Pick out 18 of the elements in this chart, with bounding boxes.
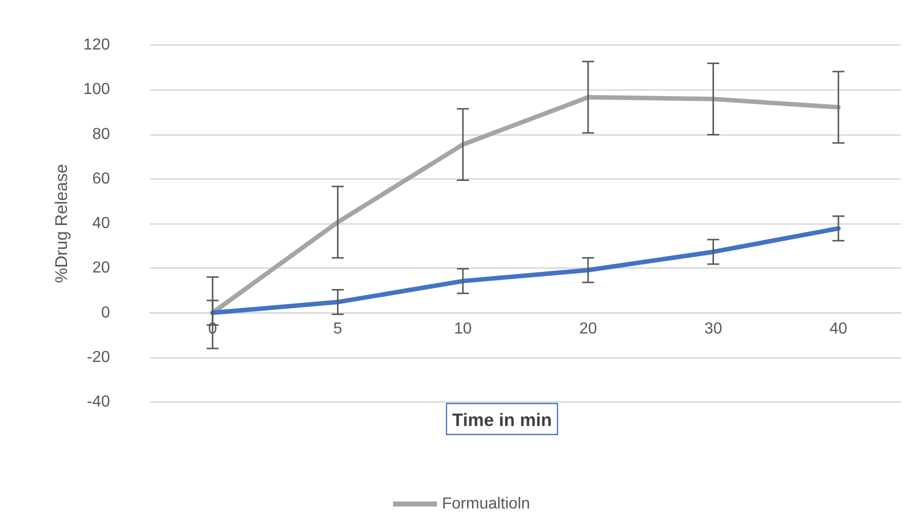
line-series xyxy=(210,226,841,315)
x-tick-label: 30 xyxy=(704,320,722,338)
x-tick-label: 10 xyxy=(454,320,472,338)
y-axis-title: %Drug Release xyxy=(52,164,71,284)
y-tick-label: 80 xyxy=(92,126,110,143)
y-tick-label: 40 xyxy=(92,215,110,232)
y-tick-label: 100 xyxy=(83,81,110,98)
x-tick-label: 5 xyxy=(333,320,342,338)
y-tick-label: 20 xyxy=(92,260,110,277)
x-axis-title: Time in min xyxy=(452,410,552,430)
y-tick-label: 0 xyxy=(101,304,110,322)
y-tick-label: -20 xyxy=(86,348,110,366)
legend-label: Formualtioln xyxy=(442,496,530,512)
y-tick-label: 120 xyxy=(83,36,110,54)
y-tick-label: -40 xyxy=(86,394,110,410)
x-tick-label: 40 xyxy=(830,320,848,338)
x-tick-label: 20 xyxy=(579,320,598,338)
y-tick-label: 60 xyxy=(92,170,110,188)
